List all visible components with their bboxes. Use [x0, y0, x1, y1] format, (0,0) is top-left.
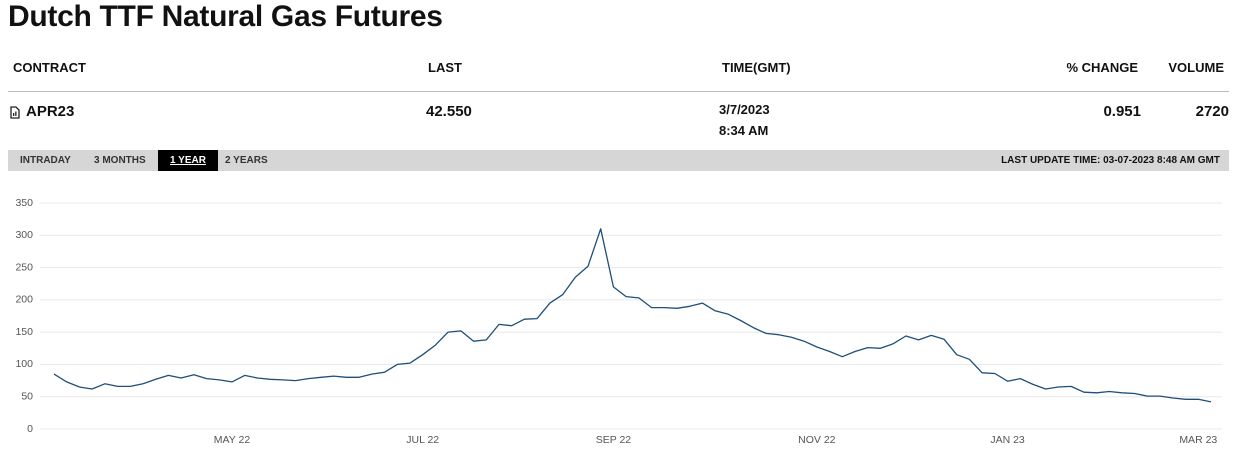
percent-change: 0.951	[1103, 103, 1141, 120]
column-header: % CHANGE	[1066, 60, 1138, 75]
document-icon	[10, 106, 20, 119]
range-tab[interactable]: INTRADAY	[20, 155, 71, 166]
x-tick-label: JUL 22	[406, 434, 439, 446]
divider	[8, 91, 1229, 92]
x-tick-label: SEP 22	[596, 434, 632, 446]
chart: 0 50 100 150 200 250 300 350 MAY 22 JUL 22 SEP 22 N…	[15, 197, 1222, 446]
x-tick-label: NOV 22	[798, 434, 836, 446]
column-header: CONTRACT	[13, 60, 86, 75]
range-tab[interactable]: 2 YEARS	[225, 155, 268, 166]
y-tick-label: 0	[27, 423, 33, 435]
y-tick-label: 250	[15, 261, 33, 273]
range-tab[interactable]: 1 YEAR	[158, 150, 218, 171]
x-tick-label: MAR 23	[1179, 434, 1217, 446]
column-header: VOLUME	[1168, 60, 1224, 75]
volume: 2720	[1195, 103, 1229, 120]
time-date: 3/7/2023	[719, 102, 770, 117]
last-update: LAST UPDATE TIME: 03-07-2023 8:48 AM GMT	[1001, 155, 1220, 166]
last-price: 42.550	[426, 103, 472, 120]
column-header: LAST	[428, 60, 462, 75]
contract-link[interactable]: APR23	[26, 103, 75, 120]
column-header: TIME(GMT)	[722, 60, 791, 75]
range-bar: INTRADAY 3 MONTHS 1 YEAR 2 YEARS LAST UP…	[8, 150, 1229, 171]
price-line	[53, 228, 1212, 403]
y-tick-label: 50	[21, 390, 33, 402]
x-tick-label: MAY 22	[214, 434, 251, 446]
y-tick-label: 100	[15, 358, 33, 370]
range-tab[interactable]: 3 MONTHS	[94, 155, 146, 166]
y-tick-label: 150	[15, 326, 33, 338]
y-tick-label: 300	[15, 229, 33, 241]
x-tick-label: JAN 23	[990, 434, 1025, 446]
y-tick-label: 200	[15, 294, 33, 306]
page-title: Dutch TTF Natural Gas Futures	[8, 0, 443, 33]
y-tick-label: 350	[15, 197, 33, 209]
time-clock: 8:34 AM	[719, 123, 769, 138]
